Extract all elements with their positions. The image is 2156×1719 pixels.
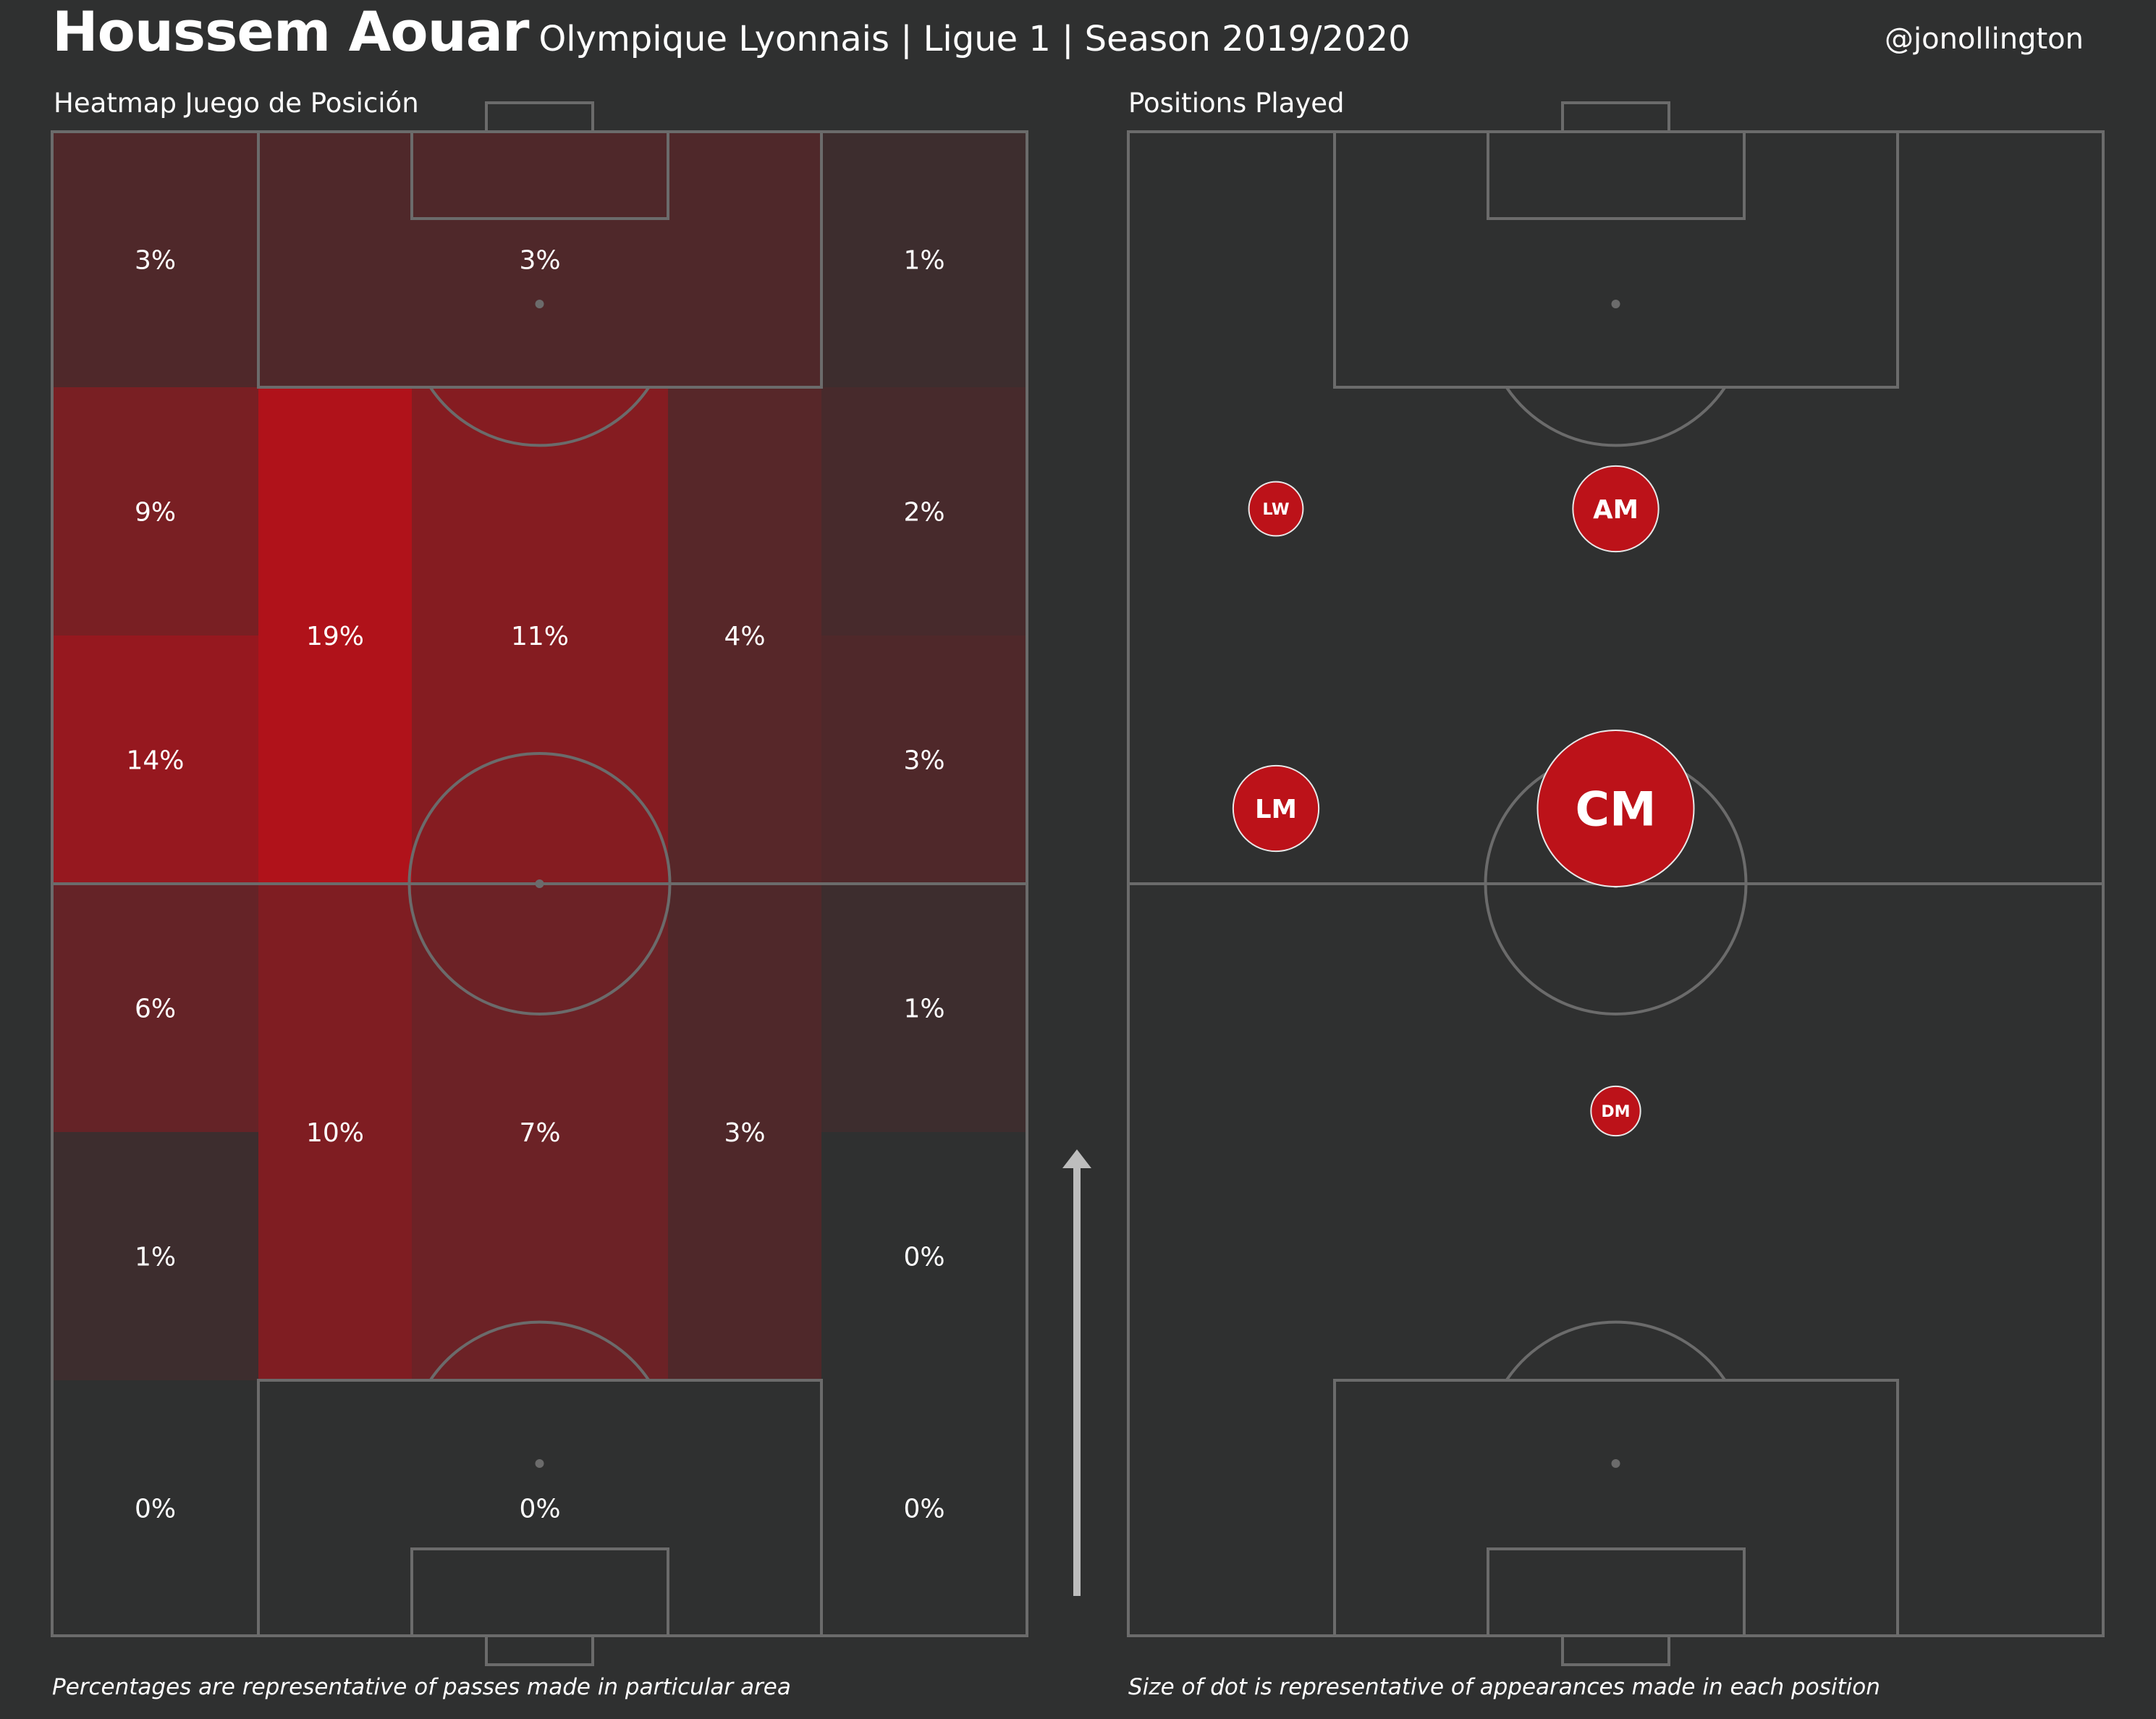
heat-cell-left-attacking-wing-lower (52, 635, 258, 884)
goal-bottom (1561, 1634, 1670, 1666)
arrow-head (1062, 1149, 1091, 1168)
pitch-left (51, 101, 1028, 1666)
position-dot-lw (1248, 481, 1304, 537)
heat-cell-central-defensive-third (258, 1380, 821, 1636)
heat-cell-left-defensive-wing-upper (52, 884, 258, 1132)
chart-title: Houssem Aouar Olympique Lyonnais | Ligue … (52, 4, 1411, 59)
heat-cell-right-attacking-wing-lower (821, 635, 1027, 884)
position-dot-dm (1590, 1085, 1641, 1137)
heat-cell-left-defensive-third (52, 1380, 258, 1636)
penalty-arc-top (428, 386, 651, 447)
heat-label-left-attacking-wing-lower: 14% (126, 746, 184, 776)
positions-title: Positions Played (1128, 88, 1345, 119)
heat-label-right-defensive-wing-lower: 0% (903, 1243, 944, 1272)
heat-label-right-attacking-wing-upper: 2% (903, 498, 944, 528)
heat-cell-central-attacking-midfield (412, 387, 668, 884)
author-credit: @jonollington (1885, 22, 2084, 56)
heat-cell-right-defensive-wing-upper (821, 884, 1027, 1132)
penalty-spot-top (1611, 300, 1620, 308)
penalty-spot-bottom (535, 1459, 544, 1468)
position-dot-am (1572, 465, 1660, 553)
position-label-cm: CM (1575, 782, 1656, 837)
heat-cell-right-defensive-third (821, 1380, 1027, 1636)
centre-spot (535, 879, 544, 888)
chart-subtitle: Olympique Lyonnais | Ligue 1 | Season 20… (538, 19, 1411, 59)
position-label-lm: LM (1255, 795, 1297, 824)
heat-label-left-defensive-wing-upper: 6% (135, 994, 176, 1024)
heat-label-right-final-third: 1% (903, 246, 944, 276)
penalty-arc-top (1505, 386, 1727, 447)
heat-label-left-defensive-third: 0% (135, 1495, 176, 1524)
heat-label-right-defensive-wing-upper: 1% (903, 994, 944, 1024)
attack-direction-arrow (1062, 1149, 1091, 1596)
position-dots: LW AM LM CM DM (1232, 465, 1695, 1137)
heat-cell-left-final-third (52, 132, 258, 387)
heatmap-labels: 3% 3% 1% 9% 14% 19% 11% 4% 2% 3% 6% 1% 10% 7% 3% 1% 0% 0%… (126, 246, 944, 1524)
heat-label-central-attacking-midfield: 11% (511, 622, 569, 651)
centre-circle (407, 752, 672, 1015)
heat-label-left-defensive-wing-lower: 1% (135, 1243, 176, 1272)
penalty-arc-bottom (1505, 1320, 1727, 1382)
heat-cell-right-defensive-wing-lower (821, 1132, 1027, 1380)
penalty-spot-bottom (1611, 1459, 1620, 1468)
heat-cell-right-defensive-halfspace (668, 884, 821, 1380)
position-label-am: AM (1593, 495, 1639, 525)
heat-label-right-defensive-third: 0% (903, 1495, 944, 1524)
heat-cell-right-attacking-halfspace (668, 387, 821, 884)
position-label-lw: LW (1262, 500, 1290, 519)
position-label-dm: DM (1601, 1103, 1630, 1121)
heat-label-left-final-third: 3% (135, 246, 176, 276)
heat-label-right-attacking-halfspace: 4% (724, 622, 765, 651)
heat-cell-left-defensive-wing-lower (52, 1132, 258, 1380)
position-dot-lm (1232, 764, 1320, 853)
heatmap-caption: Percentages are representative of passes… (52, 1674, 791, 1700)
heat-cell-right-final-third (821, 132, 1027, 387)
heatmap-cells (52, 132, 1027, 1636)
heat-label-right-attacking-wing-lower: 3% (903, 746, 944, 776)
heat-cell-central-defensive-midfield (412, 884, 668, 1380)
heat-cell-central-final-third (258, 132, 821, 387)
penalty-box-top (1333, 130, 1899, 389)
heat-label-right-defensive-halfspace: 3% (724, 1118, 765, 1148)
goal-top (485, 101, 594, 133)
penalty-spot-top (535, 300, 544, 308)
heat-cell-right-attacking-wing-upper (821, 387, 1027, 635)
heat-cell-left-defensive-halfspace (258, 884, 412, 1380)
heat-cell-left-attacking-wing-upper (52, 387, 258, 635)
goal-top (1561, 101, 1670, 133)
penalty-box-bottom (1333, 1379, 1899, 1637)
pitch-right (1127, 101, 2105, 1666)
heat-cell-left-attacking-halfspace (258, 387, 412, 884)
heat-label-left-attacking-wing-upper: 9% (135, 498, 176, 528)
goal-area-bottom (1487, 1547, 1746, 1637)
goal-area-top (1487, 130, 1746, 220)
heatmap-title: Heatmap Juego de Posición (54, 88, 419, 119)
heat-label-left-defensive-halfspace: 10% (306, 1118, 364, 1148)
position-dot-cm (1536, 730, 1695, 887)
heat-label-central-defensive-midfield: 7% (519, 1118, 560, 1148)
heat-label-central-defensive-third: 0% (519, 1495, 560, 1524)
player-name: Houssem Aouar (52, 0, 529, 64)
penalty-arc-bottom (428, 1320, 651, 1382)
heat-label-left-attacking-halfspace: 19% (306, 622, 364, 651)
heat-label-central-final-third: 3% (519, 246, 560, 276)
goal-bottom (485, 1634, 594, 1666)
positions-caption: Size of dot is representative of appeara… (1128, 1674, 1880, 1700)
